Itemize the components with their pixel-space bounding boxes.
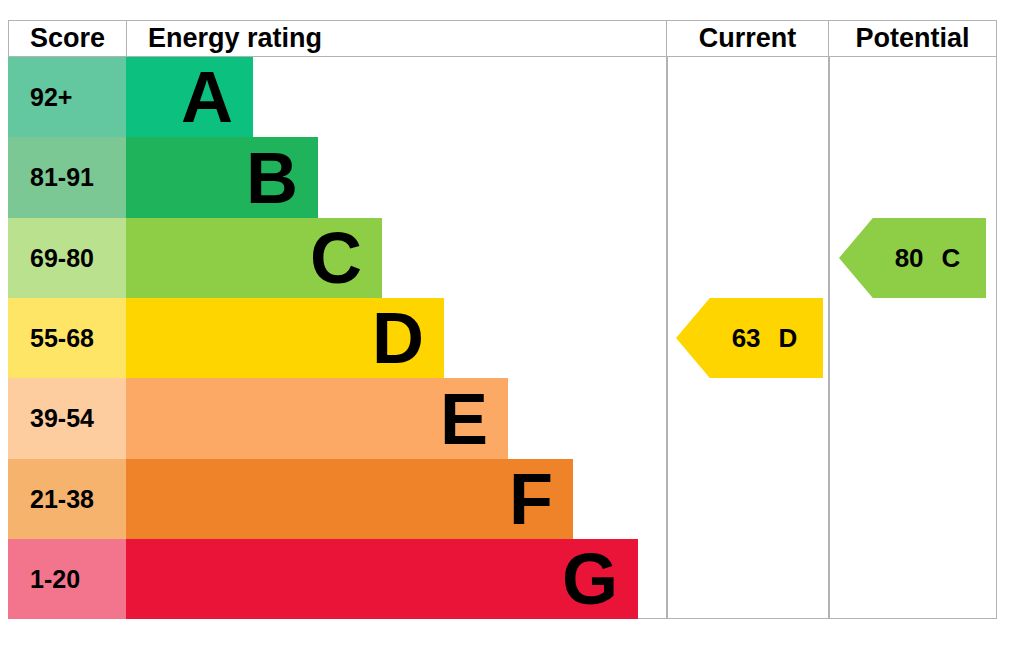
current-column-header: Current [666,20,829,57]
band-score-range: 1-20 [8,539,126,619]
band-score-range: 92+ [8,57,126,137]
potential-rating-score: 80 [895,243,924,274]
band-row: 21-38 F [0,459,1024,539]
band-score-range: 55-68 [8,298,126,378]
band-score-range: 21-38 [8,459,126,539]
band-letter: A [181,61,233,133]
current-rating-letter: D [779,323,798,354]
band-letter: G [562,543,618,615]
current-rating-score: 63 [732,323,761,354]
score-column-header: Score [8,20,127,57]
band-bar: B [126,137,318,218]
band-score-range: 39-54 [8,378,126,459]
epc-rating-chart: Score Energy rating Current Potential 92… [0,0,1024,647]
band-bar: E [126,378,508,459]
band-bar: F [126,459,573,539]
band-row: 55-68 D [0,298,1024,378]
band-bar: A [126,57,253,137]
band-score-range: 69-80 [8,218,126,298]
band-letter: B [246,142,298,214]
band-row: 1-20 G [0,539,1024,619]
band-letter: E [440,383,488,455]
band-score-range: 81-91 [8,137,126,218]
potential-column-header: Potential [828,20,997,57]
potential-rating-letter: C [942,243,961,274]
energy-rating-column-header: Energy rating [126,20,667,57]
band-bar: C [126,218,382,298]
band-row: 39-54 E [0,378,1024,459]
band-letter: F [509,463,553,535]
band-bar: G [126,539,638,619]
band-letter: C [310,222,362,294]
band-bar: D [126,298,444,378]
band-row: 92+ A [0,57,1024,137]
band-letter: D [372,302,424,374]
band-row: 81-91 B [0,137,1024,218]
